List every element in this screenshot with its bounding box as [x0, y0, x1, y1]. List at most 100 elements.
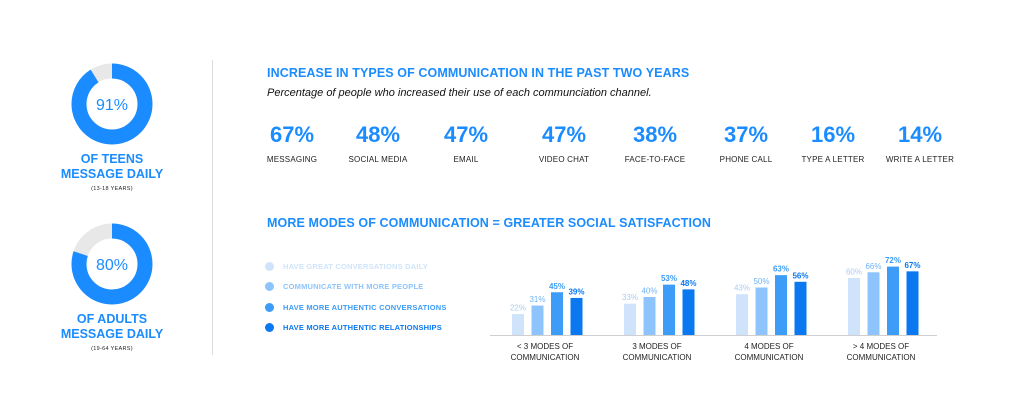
chart-legend: HAVE GREAT CONVERSATIONS DAILY COMMUNICA… — [265, 256, 447, 338]
bar-value-label: 31% — [529, 295, 545, 304]
stat-label: MESSAGING — [266, 155, 318, 164]
legend-label: COMMUNICATE WITH MORE PEOPLE — [283, 282, 424, 292]
stat-label: TYPE A LETTER — [801, 155, 865, 164]
category-label-line: COMMUNICATION — [510, 352, 580, 362]
bar-chart: 22%31%45%39%33%40%53%48%43%50%63%56% 60%6… — [490, 256, 937, 336]
stat-label: SOCIAL MEDIA — [348, 155, 408, 164]
category-label: 4 MODES OF COMMUNICATION — [714, 342, 824, 363]
category-label-line: COMMUNICATION — [622, 352, 692, 362]
legend-item: HAVE MORE AUTHENTIC CONVERSATIONS — [265, 297, 447, 318]
bar — [848, 278, 860, 335]
bar-value-label: 22% — [510, 304, 526, 313]
bar — [531, 305, 544, 335]
stat-value: 14% — [897, 122, 943, 147]
bar — [643, 297, 656, 335]
stat-face-to-face: 38% FACE-TO-FACE — [613, 122, 697, 164]
legend-label: HAVE MORE AUTHENTIC RELATIONSHIPS — [283, 323, 442, 333]
teens-label-line2: MESSAGE DAILY — [60, 167, 164, 181]
category-label-line: 4 MODES OF — [744, 342, 794, 351]
bar-value-label: 72% — [885, 256, 901, 265]
bar-value-label: 40% — [641, 287, 657, 296]
category-label-line: COMMUNICATION — [846, 352, 916, 362]
section1-subtitle: Percentage of people who increased their… — [267, 87, 652, 99]
bar — [906, 271, 919, 335]
bar — [682, 289, 695, 335]
teens-donut-block: 91% OF TEENS MESSAGE DAILY (13-18 YEARS) — [50, 62, 174, 192]
bar — [570, 297, 583, 335]
stat-value: 47% — [541, 122, 587, 147]
stat-label: EMAIL — [453, 155, 479, 164]
bar — [624, 303, 636, 335]
bar — [755, 287, 768, 335]
legend-item: HAVE MORE AUTHENTIC RELATIONSHIPS — [265, 318, 447, 339]
stat-value: 47% — [443, 122, 489, 147]
adults-label-line2: MESSAGE DAILY — [60, 327, 164, 341]
legend-dot — [265, 302, 274, 312]
bar-value-label: 60% — [846, 268, 862, 277]
adults-donut-arc — [71, 223, 153, 305]
bar-value-label: 45% — [549, 282, 565, 291]
bar-value-label: 67% — [904, 261, 920, 270]
category-label: < 3 MODES OF COMMUNICATION — [490, 342, 600, 363]
stat-phone-call: 37% PHONE CALL — [704, 122, 788, 164]
stat-write-a-letter: 14% WRITE A LETTER — [878, 122, 962, 164]
legend-label: HAVE MORE AUTHENTIC CONVERSATIONS — [283, 302, 447, 312]
stat-video-chat: 47% VIDEO CHAT — [522, 122, 606, 164]
category-label-line: < 3 MODES OF — [516, 342, 574, 351]
bar — [663, 284, 675, 335]
column-divider — [212, 60, 213, 355]
bar — [887, 266, 899, 335]
adults-donut-label: OF ADULTS MESSAGE DAILY — [50, 312, 174, 342]
section2-title: MORE MODES OF COMMUNICATION = GREATER SO… — [267, 216, 712, 230]
teens-donut-arc — [71, 63, 153, 145]
adults-donut-value: 80% — [96, 257, 128, 274]
stat-value: 37% — [723, 122, 769, 147]
bar — [736, 294, 748, 335]
bar — [775, 275, 787, 335]
legend-dot — [265, 282, 274, 292]
stat-social-media: 48% SOCIAL MEDIA — [336, 122, 420, 164]
teens-donut-label: OF TEENS MESSAGE DAILY — [50, 152, 174, 182]
legend-label: HAVE GREAT CONVERSATIONS DAILY — [283, 261, 428, 271]
bar-value-label: 48% — [680, 279, 696, 288]
section1-title: INCREASE IN TYPES OF COMMUNICATION IN TH… — [267, 66, 690, 80]
teens-label-line1: OF TEENS — [80, 152, 144, 166]
adults-age-range: (19-64 YEARS) — [91, 346, 133, 352]
stat-value: 38% — [632, 122, 678, 147]
category-label: 3 MODES OF COMMUNICATION — [602, 342, 712, 363]
bar — [867, 272, 880, 335]
bar-value-label: 63% — [773, 265, 789, 274]
bar-value-label: 33% — [622, 293, 638, 302]
bar-value-label: 39% — [568, 287, 584, 296]
adults-label-line1: OF ADULTS — [76, 312, 148, 326]
stat-label: FACE-TO-FACE — [624, 155, 686, 164]
teens-donut-value: 91% — [96, 97, 128, 114]
category-label-line: > 4 MODES OF — [852, 342, 910, 351]
teens-donut-chart: 91% — [71, 63, 153, 145]
legend-dot — [265, 323, 274, 333]
stat-label: WRITE A LETTER — [885, 155, 955, 164]
stat-label: PHONE CALL — [719, 155, 773, 164]
stat-value: 67% — [269, 122, 315, 147]
bar — [794, 281, 807, 335]
adults-donut-chart: 80% — [71, 223, 153, 305]
stat-label: VIDEO CHAT — [538, 155, 590, 164]
teens-age-range: (13-18 YEARS) — [91, 186, 133, 192]
legend-dot — [265, 261, 274, 271]
stat-email: 47% EMAIL — [424, 122, 508, 164]
stat-value: 16% — [810, 122, 856, 147]
stat-value: 48% — [355, 122, 401, 147]
bar-value-label: 43% — [734, 284, 750, 293]
stat-type-a-letter: 16% TYPE A LETTER — [791, 122, 875, 164]
bar — [512, 314, 524, 335]
category-label-line: 3 MODES OF — [632, 342, 682, 351]
category-label-line: COMMUNICATION — [734, 352, 804, 362]
stat-messaging: 67% MESSAGING — [250, 122, 334, 164]
legend-item: COMMUNICATE WITH MORE PEOPLE — [265, 277, 447, 298]
bar-value-label: 53% — [661, 274, 677, 283]
legend-item: HAVE GREAT CONVERSATIONS DAILY — [265, 256, 447, 277]
bar-value-label: 66% — [865, 262, 881, 271]
bar — [551, 292, 563, 335]
category-label: > 4 MODES OF COMMUNICATION — [826, 342, 936, 363]
adults-donut-block: 80% OF ADULTS MESSAGE DAILY (19-64 YEARS… — [50, 222, 174, 352]
